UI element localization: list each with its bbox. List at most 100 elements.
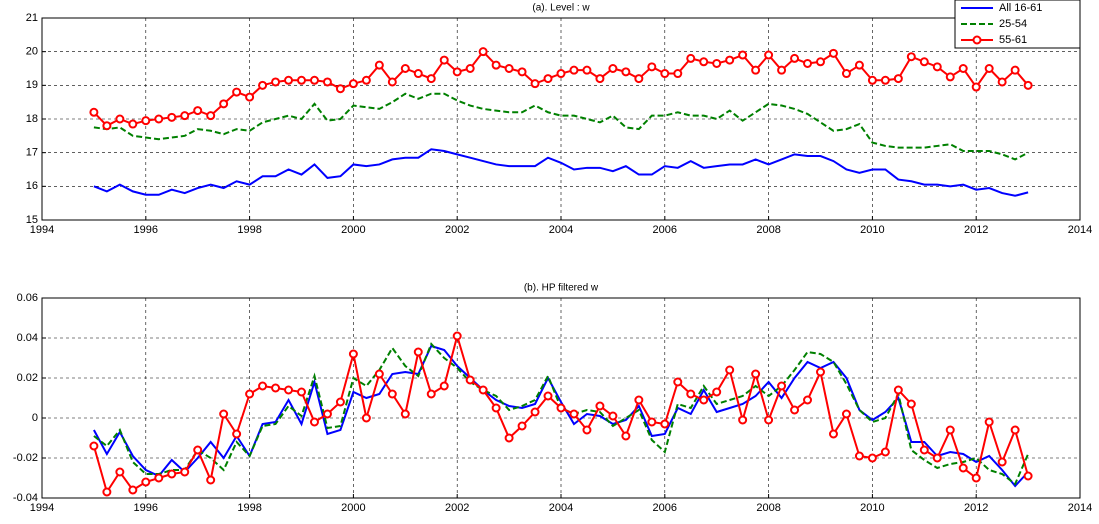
x-tick-label: 2008	[756, 502, 780, 514]
x-tick-label: 2006	[653, 502, 677, 514]
data-point	[439, 55, 449, 65]
data-point	[828, 48, 838, 58]
data-point	[102, 487, 112, 497]
x-tick-label: 1998	[237, 502, 261, 514]
x-tick-label: 2008	[756, 224, 780, 236]
data-point	[297, 387, 306, 397]
data-point	[984, 64, 994, 73]
data-point	[284, 385, 294, 395]
data-point	[361, 413, 371, 423]
data-point	[361, 75, 371, 85]
x-tick-label: 2002	[445, 224, 469, 236]
x-tick-label: 2004	[549, 224, 573, 236]
data-point	[582, 65, 592, 75]
legend-marker	[972, 35, 982, 45]
y-tick-label: 19	[26, 79, 38, 91]
data-point	[945, 72, 955, 82]
data-point	[764, 50, 774, 60]
y-tick-label: 0.04	[17, 332, 38, 344]
data-point	[854, 60, 864, 70]
data-point	[919, 57, 929, 67]
data-point	[102, 121, 112, 131]
data-point	[893, 74, 903, 84]
y-tick-label: 18	[26, 113, 38, 125]
data-point	[504, 433, 514, 443]
data-point	[841, 69, 851, 79]
data-point	[271, 383, 281, 393]
legend-label: 25-54	[999, 18, 1027, 30]
data-point	[828, 429, 838, 439]
data-point	[232, 429, 242, 439]
data-point	[1010, 425, 1020, 435]
data-point	[816, 367, 825, 377]
data-point	[738, 415, 748, 425]
data-point	[504, 64, 514, 73]
data-point	[284, 75, 294, 85]
data-point	[906, 399, 916, 409]
data-point	[128, 119, 138, 129]
data-point	[569, 65, 579, 75]
data-point	[154, 473, 164, 483]
data-point	[335, 397, 345, 407]
data-point	[1023, 80, 1033, 90]
data-point	[582, 425, 592, 435]
series-line	[93, 92, 1029, 161]
data-point	[958, 64, 968, 73]
data-point	[258, 381, 268, 391]
legend: All 16-61 25-54 55-61	[954, 0, 1081, 49]
data-point	[751, 65, 761, 75]
data-point	[984, 417, 994, 427]
x-tick-label: 2012	[964, 224, 988, 236]
data-point	[699, 395, 709, 405]
data-point	[465, 375, 475, 385]
data-point	[971, 82, 981, 92]
data-point	[660, 69, 670, 79]
x-tick-label: 1996	[134, 502, 158, 514]
x-tick-label: 2006	[653, 224, 677, 236]
data-point	[880, 447, 890, 457]
x-tick-label: 2000	[341, 502, 365, 514]
y-tick-label: 16	[26, 180, 38, 192]
data-point	[686, 389, 696, 399]
data-point	[958, 463, 968, 473]
data-point	[699, 57, 709, 67]
data-point	[141, 477, 151, 487]
data-point	[387, 389, 397, 399]
data-point	[660, 419, 670, 429]
y-tick-label: 0.02	[17, 372, 38, 384]
data-point	[206, 111, 216, 121]
data-point	[180, 467, 190, 477]
data-point	[426, 74, 436, 84]
data-point	[193, 106, 203, 116]
data-point	[167, 112, 177, 122]
data-point	[478, 47, 488, 57]
y-tick-label: 0	[32, 412, 38, 424]
data-point	[309, 417, 319, 427]
data-point	[517, 67, 527, 77]
chart-title: (b). HP filtered w	[524, 283, 599, 294]
data-point	[595, 401, 605, 411]
data-point	[335, 84, 345, 94]
data-point	[348, 79, 358, 89]
data-point	[543, 391, 553, 401]
data-point	[309, 75, 319, 85]
data-point	[712, 58, 722, 68]
data-point	[219, 99, 229, 109]
legend-label: All 16-61	[999, 2, 1042, 14]
data-point	[595, 74, 605, 84]
data-point	[517, 421, 527, 431]
x-tick-label: 2002	[445, 502, 469, 514]
data-point	[322, 77, 332, 87]
x-tick-label: 1998	[237, 224, 261, 236]
data-point	[387, 77, 397, 87]
x-tick-label: 2012	[964, 502, 988, 514]
series-line	[93, 148, 1029, 197]
y-tick-label: 15	[26, 214, 38, 226]
chart-title: (a). Level : w	[532, 3, 590, 14]
y-tick-label: 21	[26, 12, 38, 24]
data-point	[452, 67, 462, 77]
data-point	[945, 425, 955, 435]
y-tick-label: 20	[26, 46, 38, 58]
data-point	[725, 55, 735, 65]
